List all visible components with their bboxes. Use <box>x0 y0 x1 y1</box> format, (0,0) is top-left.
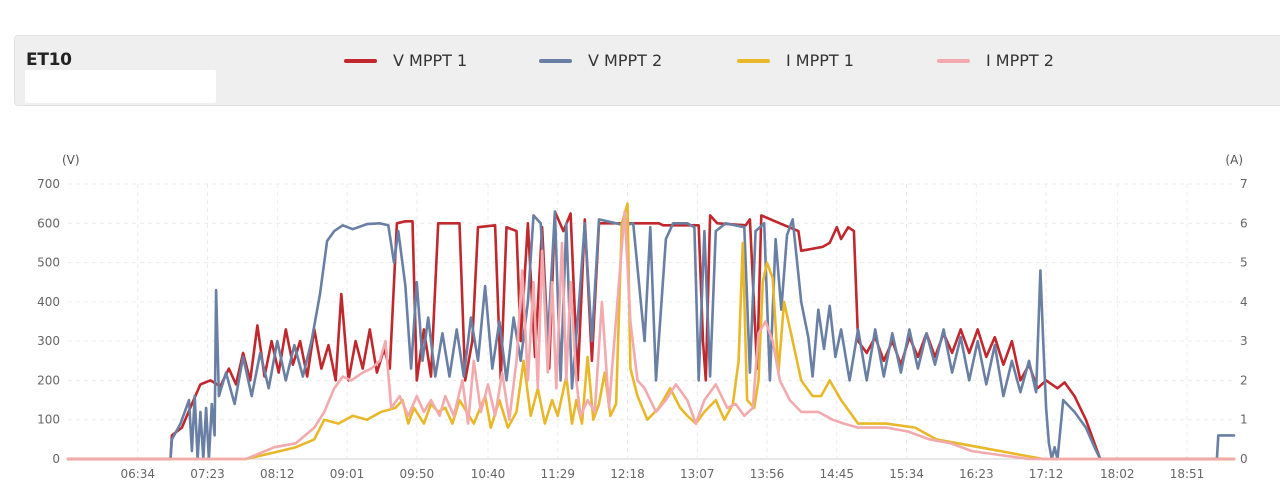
chart-grid <box>68 183 1234 460</box>
legend-swatch-v-mppt-2 <box>539 58 572 63</box>
series-line-i-mppt-1 <box>66 202 1236 461</box>
legend-label-i-mppt-1: I MPPT 1 <box>786 51 854 70</box>
legend-label-i-mppt-2: I MPPT 2 <box>986 51 1054 70</box>
legend-swatch-v-mppt-1 <box>344 58 377 63</box>
series-line-v-mppt-2 <box>66 210 1236 461</box>
x-tick-label: 16:23 <box>959 467 994 481</box>
x-tick-label: 12:18 <box>610 467 645 481</box>
x-tick-label: 14:45 <box>819 467 854 481</box>
right-axis-ticks: 0 1 2 3 4 5 6 7 <box>1240 177 1248 466</box>
x-tick-label: 06:34 <box>120 467 155 481</box>
x-tick-label: 13:07 <box>680 467 715 481</box>
device-header-panel: ET10 V MPPT 1 V MPPT 2 I MPPT 1 I MPPT 2 <box>14 35 1280 106</box>
right-tick-label: 1 <box>1240 413 1248 427</box>
left-tick-label: 0 <box>52 452 60 466</box>
right-tick-label: 4 <box>1240 295 1248 309</box>
legend-label-v-mppt-2: V MPPT 2 <box>588 51 663 70</box>
device-info-field <box>25 70 216 103</box>
left-axis-ticks: 0 100 200 300 400 500 600 700 <box>37 177 60 466</box>
right-tick-label: 5 <box>1240 256 1248 270</box>
right-tick-label: 7 <box>1240 177 1248 191</box>
legend-item-v-mppt-2[interactable]: V MPPT 2 <box>539 51 662 70</box>
right-tick-label: 0 <box>1240 452 1248 466</box>
chart-series <box>66 202 1236 461</box>
series-line-v-mppt-1 <box>66 210 1236 461</box>
x-tick-label: 08:12 <box>260 467 295 481</box>
legend-swatch-i-mppt-1 <box>737 58 770 63</box>
right-tick-label: 3 <box>1240 334 1248 348</box>
right-axis-unit: (A) <box>1225 153 1243 167</box>
left-axis-unit: (V) <box>62 153 80 167</box>
series-line-i-mppt-2 <box>66 210 1236 461</box>
device-title: ET10 <box>26 50 72 70</box>
right-tick-label: 6 <box>1240 216 1248 230</box>
left-tick-label: 500 <box>37 256 60 270</box>
x-tick-label: 18:02 <box>1100 467 1135 481</box>
legend-swatch-i-mppt-2 <box>937 58 970 63</box>
left-tick-label: 700 <box>37 177 60 191</box>
legend-item-v-mppt-1[interactable]: V MPPT 1 <box>344 51 467 70</box>
left-tick-label: 200 <box>37 373 60 387</box>
left-tick-label: 600 <box>37 216 60 230</box>
left-tick-label: 100 <box>37 413 60 427</box>
legend-item-i-mppt-1[interactable]: I MPPT 1 <box>737 51 854 70</box>
x-tick-label: 09:01 <box>330 467 365 481</box>
x-tick-label: 10:40 <box>471 467 506 481</box>
x-axis-ticks: 06:34 07:23 08:12 09:01 09:50 10:40 11:29 12:18… <box>120 467 1204 481</box>
x-tick-label: 09:50 <box>400 467 435 481</box>
x-tick-label: 17:12 <box>1029 467 1064 481</box>
x-tick-label: 13:56 <box>750 467 785 481</box>
legend-item-i-mppt-2[interactable]: I MPPT 2 <box>937 51 1054 70</box>
legend-label-v-mppt-1: V MPPT 1 <box>393 51 468 70</box>
left-tick-label: 300 <box>37 334 60 348</box>
x-tick-label: 18:51 <box>1170 467 1205 481</box>
right-tick-label: 2 <box>1240 373 1248 387</box>
x-tick-label: 07:23 <box>190 467 225 481</box>
x-tick-label: 15:34 <box>889 467 924 481</box>
x-tick-label: 11:29 <box>540 467 575 481</box>
left-tick-label: 400 <box>37 295 60 309</box>
